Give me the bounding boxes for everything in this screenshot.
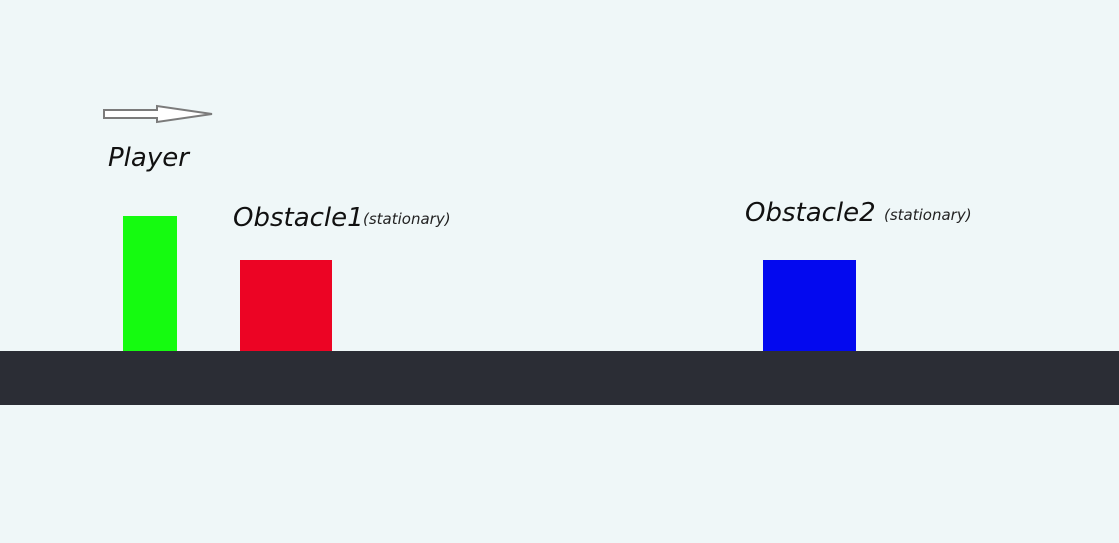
player-label: Player bbox=[108, 143, 189, 173]
obstacle2-block bbox=[763, 260, 856, 351]
arrow-shape bbox=[103, 104, 213, 124]
obstacle2-note: (stationary) bbox=[884, 206, 972, 224]
obstacle2-label: Obstacle2 bbox=[745, 198, 876, 228]
obstacle1-block bbox=[240, 260, 332, 351]
obstacle1-note: (stationary) bbox=[363, 210, 451, 228]
obstacle1-label: Obstacle1 bbox=[233, 203, 364, 233]
right-arrow-icon bbox=[103, 104, 213, 124]
player-block bbox=[123, 216, 177, 351]
ground-platform bbox=[0, 351, 1119, 405]
